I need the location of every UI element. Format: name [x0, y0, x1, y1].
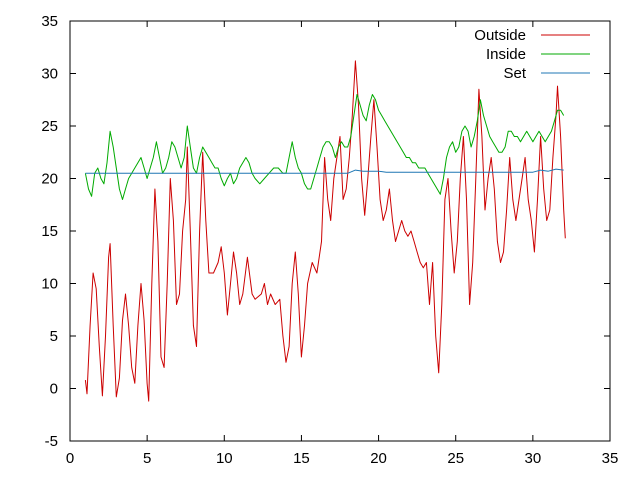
- x-tick-label: 30: [525, 450, 542, 467]
- series-line-set: [85, 168, 564, 174]
- legend-label-inside: Inside: [486, 46, 526, 63]
- y-tick-label: 35: [41, 13, 58, 30]
- legend-label-set: Set: [503, 65, 526, 82]
- x-tick-label: 25: [447, 450, 464, 467]
- y-tick-label: 20: [41, 171, 58, 188]
- y-tick-label: -5: [45, 433, 58, 450]
- y-tick-label: 0: [50, 381, 58, 398]
- x-tick-label: 35: [602, 450, 619, 467]
- x-tick-label: 10: [216, 450, 233, 467]
- x-tick-label: 20: [370, 450, 387, 467]
- y-tick-label: 10: [41, 276, 58, 293]
- plot-border: [69, 20, 611, 442]
- x-axis: 0 5 10 15 20 25 30 35: [66, 21, 619, 467]
- series-lines: [84, 60, 566, 402]
- y-tick-label: 5: [50, 328, 58, 345]
- y-tick-label: 30: [41, 66, 58, 83]
- x-tick-label: 0: [66, 450, 74, 467]
- y-tick-label: 25: [41, 118, 58, 135]
- y-tick-label: 15: [41, 223, 58, 240]
- series-line-outside: [84, 60, 566, 402]
- legend-label-outside: Outside: [474, 27, 526, 44]
- series-line-inside: [84, 94, 565, 200]
- plot-area: [69, 20, 611, 442]
- legend: Outside Inside Set: [474, 27, 590, 82]
- x-tick-label: 5: [143, 450, 151, 467]
- y-axis: -5 0 5 10 15 20 25 30 35: [41, 13, 610, 450]
- x-tick-label: 15: [293, 450, 310, 467]
